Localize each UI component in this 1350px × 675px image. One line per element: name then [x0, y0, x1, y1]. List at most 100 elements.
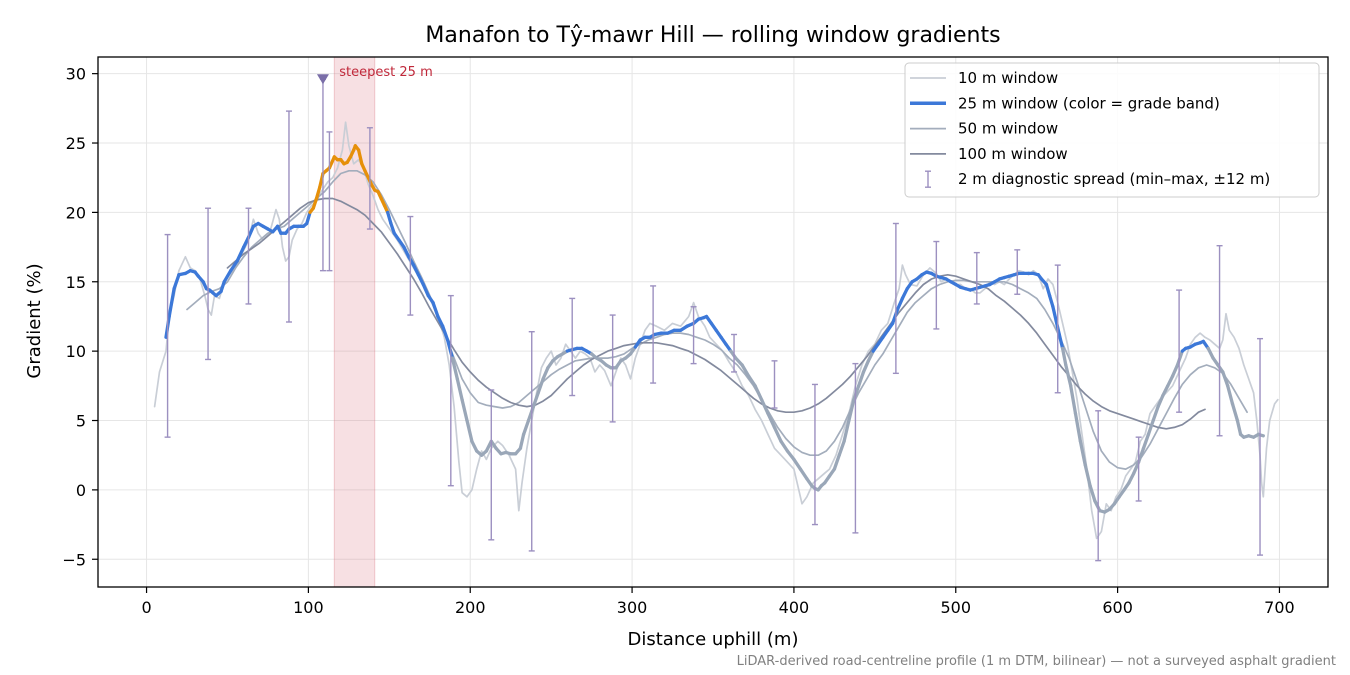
- legend-label: 25 m window (color = grade band): [958, 94, 1220, 112]
- series-100m-line: [226, 197, 1206, 430]
- plot-frame: [97, 56, 1329, 588]
- chart-title: Manafon to Tŷ-mawr Hill — rolling window…: [425, 23, 1000, 48]
- series-25m-segment: [229, 259, 239, 273]
- series-25m-segment: [740, 363, 751, 378]
- x-tick-label: 600: [1102, 598, 1133, 617]
- series-25m-segment: [311, 196, 319, 210]
- y-tick-label: 20: [66, 203, 86, 222]
- series-25m-segment: [1044, 282, 1052, 298]
- legend: 10 m window 25 m window (color = grade ba…: [904, 62, 1320, 198]
- series-25m-segment: [785, 449, 796, 462]
- y-tick-label: −5: [62, 550, 86, 569]
- legend-box: [904, 62, 1320, 198]
- series-25m-segment: [1057, 332, 1065, 351]
- series-25m-segment: [1166, 374, 1175, 388]
- series-25m-segment: [1175, 349, 1184, 367]
- x-tick-label: 100: [293, 598, 324, 617]
- series-25m-segment: [1127, 471, 1136, 485]
- x-tick-label: 400: [779, 598, 810, 617]
- series-25m-segment: [746, 374, 757, 388]
- steepest-annotation: steepest 25 m: [339, 65, 432, 80]
- y-tick-label: 15: [66, 273, 86, 292]
- series-25m-segment: [861, 359, 871, 374]
- y-axis-label: Gradient (%): [24, 263, 45, 378]
- series-25m-segment: [1060, 346, 1068, 367]
- series-25m-segment: [1088, 484, 1097, 503]
- steepest-marker-icon: [316, 74, 329, 85]
- series-25m-segment: [792, 457, 803, 471]
- series-25m-segment: [1161, 384, 1170, 398]
- series-25m-segment: [222, 269, 233, 284]
- series-25m-segment: [531, 391, 540, 409]
- series-25m-segment: [837, 439, 846, 457]
- series-25m-segment: [847, 398, 856, 423]
- series-25m-segment: [242, 235, 251, 249]
- series-25m-segment: [402, 245, 411, 259]
- x-tick-label: 300: [617, 598, 648, 617]
- series-25m-segment: [411, 263, 421, 277]
- series-25m-segment: [1221, 370, 1230, 388]
- series-25m-segment: [1078, 439, 1087, 467]
- series-25m-segment: [436, 314, 445, 328]
- series-25m-segment: [866, 349, 875, 363]
- series-25m-segment: [314, 185, 322, 201]
- series-25m-segment: [1047, 293, 1055, 309]
- series-25m-segment: [421, 282, 430, 298]
- legend-label: 2 m diagnostic spread (min–max, ±12 m): [958, 170, 1270, 188]
- series-50m-line: [186, 169, 1248, 470]
- series-25m-segment: [900, 287, 909, 301]
- series-25m-segment: [1141, 432, 1151, 450]
- y-tick-label: 10: [66, 342, 86, 361]
- series-25m-segment: [235, 245, 246, 263]
- series-25m-segment: [305, 210, 312, 226]
- legend-label: 50 m window: [958, 120, 1058, 138]
- series-25m-segment: [1230, 402, 1240, 423]
- series-25m-segment: [842, 418, 851, 443]
- series-25m-segment: [172, 273, 181, 291]
- legend-label: 100 m window: [958, 145, 1068, 163]
- x-tick-label: 700: [1264, 598, 1295, 617]
- series-25m-segment: [246, 224, 256, 240]
- series-25m-segment: [1256, 432, 1265, 438]
- x-axis-label: Distance uphill (m): [628, 629, 799, 650]
- plot-area: steepest 25 m 0 100 200 300 400 500 600 700 −5 0 5 1…: [62, 56, 1329, 617]
- series-25m-segment: [779, 439, 790, 453]
- series-25m-segment: [386, 210, 393, 226]
- series-25m-segment: [890, 307, 900, 326]
- steepest-window-band: [333, 56, 376, 588]
- series-25m-segment: [1156, 393, 1165, 409]
- y-tick-label: 30: [66, 65, 86, 84]
- y-tick-label: 0: [76, 481, 86, 500]
- x-tick-label: 0: [141, 598, 151, 617]
- series-25m-segment: [431, 300, 440, 319]
- series-25m-segment: [1170, 363, 1180, 378]
- series-25m-segment: [167, 287, 176, 319]
- series-25m-segment: [1146, 418, 1155, 437]
- y-tick-label: 25: [66, 134, 86, 153]
- series-25m-segment: [389, 221, 396, 235]
- x-tick-label: 500: [940, 598, 971, 617]
- series-25m-segment: [465, 418, 474, 443]
- series-25m-segment: [1132, 460, 1141, 475]
- series-25m-segment: [416, 273, 425, 287]
- series-25m-segment: [445, 338, 455, 360]
- y-tick-label: 5: [76, 412, 86, 431]
- series-25m-segment: [450, 356, 459, 381]
- series-25m-segment: [1235, 418, 1243, 437]
- series-25m-segment: [1069, 384, 1078, 416]
- series-25m-segment: [753, 384, 764, 402]
- series-group: [153, 78, 1279, 562]
- series-25m-segment: [521, 418, 531, 437]
- series-25m-segment: [832, 453, 841, 471]
- series-25m-segment: [536, 377, 545, 395]
- series-25m-segment: [1151, 404, 1160, 423]
- series-25m-segment: [759, 398, 770, 416]
- legend-label: 10 m window: [958, 69, 1058, 87]
- series-25m-segment: [1064, 363, 1073, 388]
- series-25m-segment: [441, 324, 450, 342]
- series-25m-segment: [772, 425, 783, 443]
- series-25m-segment: [455, 377, 464, 402]
- x-tick-label: 200: [455, 598, 486, 617]
- series-25m-segment: [460, 398, 469, 423]
